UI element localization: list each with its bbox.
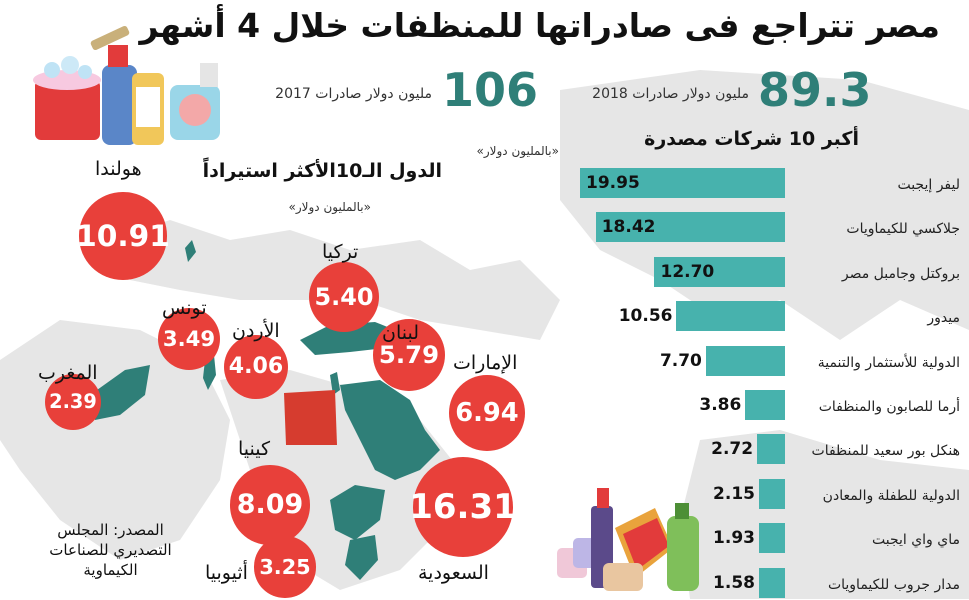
bar: [759, 567, 785, 598]
bar: [595, 212, 785, 243]
source-line-3: الكيماوية: [83, 561, 138, 579]
map-section-title: الدول الـ10الأكثر استيراداً: [202, 160, 442, 182]
bar-value-label: 18.42: [601, 217, 656, 238]
bar-category-label: ليفر إيجبت: [897, 177, 960, 193]
bar-value-label: 12.70: [660, 261, 715, 282]
country-bubble: 16.31: [409, 457, 517, 557]
kenya-shape: [345, 535, 378, 580]
country-label: تركيا: [322, 241, 359, 263]
bar-category-label: مدار جروب للكيماويات: [827, 576, 960, 593]
bar-category-label: هنكل بور سعيد للمنظفات: [811, 443, 960, 460]
country-label: السعودية: [418, 562, 489, 584]
bar-chart-unit: «بالمليون دولار»: [476, 144, 559, 158]
country-bubble: 2.39: [44, 373, 102, 431]
bar-category-label: الدولية للطفلة والمعادن: [822, 487, 960, 504]
country-label: كينيا: [238, 438, 271, 460]
egypt-shape: [284, 390, 337, 445]
bar-value-label: 1.93: [713, 528, 755, 549]
bar-category-label: الدولية للأستثمار والتنمية: [817, 354, 960, 371]
source-line-2: التصديري للصناعات: [49, 541, 172, 559]
bar-value-label: 19.95: [586, 173, 640, 193]
country-label: تونس: [162, 297, 207, 319]
bar-category-label: بروكتل وجامبل مصر: [841, 265, 960, 282]
exports-2017-value: 106: [442, 63, 539, 117]
country-label: أثيوبيا: [205, 562, 248, 584]
bar-value-label: 3.86: [699, 395, 742, 415]
bar-value-label: 2.72: [711, 439, 754, 460]
cleaning-products-illustration: [557, 488, 699, 591]
bar: [654, 256, 785, 287]
bar: [759, 523, 785, 554]
country-label: الأردن: [232, 320, 280, 342]
exports-2018-label: مليون دولار صادرات 2018: [592, 86, 749, 102]
bar: [676, 301, 785, 332]
country-label: هولندا: [95, 158, 142, 180]
exports-2017-label: مليون دولار صادرات 2017: [275, 86, 432, 102]
ethiopia-shape: [330, 485, 385, 540]
country-bubble: 6.94: [449, 375, 525, 451]
exports-2018-value: 89.3: [758, 63, 872, 117]
turkey-shape: [300, 322, 395, 355]
bar-category-label: ماي واي ايجبت: [871, 532, 960, 549]
bar-value-label: 10.56: [618, 306, 673, 327]
bar: [757, 434, 785, 465]
country-bubble: 8.09: [230, 465, 310, 545]
country-bubble: 3.49: [157, 307, 221, 371]
arabian-peninsula-shape: [340, 380, 440, 480]
morocco-shape: [90, 365, 150, 420]
netherlands-shape: [185, 240, 196, 262]
bar-value-label: 7.70: [659, 350, 702, 371]
bar-category-label: جلاكسي للكيماويات: [846, 221, 960, 238]
country-label: المغرب: [38, 362, 98, 384]
bar-category-label: أرما للصابون والمنظفات: [818, 399, 960, 415]
country-bubble: 3.25: [254, 536, 316, 598]
bar-chart-title: أكبر 10 شركات مصدرة: [644, 128, 859, 150]
map-section-unit: «بالمليون دولار»: [288, 200, 371, 214]
bar-value-label: 2.15: [713, 483, 755, 504]
lebanon-jordan-shape: [330, 372, 340, 395]
detergent-bottles-illustration: [33, 26, 220, 145]
country-bubble: 10.91: [76, 192, 170, 280]
bar: [745, 390, 785, 420]
bar: [759, 478, 785, 509]
country-label: لبنان: [382, 322, 419, 344]
country-label: الإمارات: [453, 352, 518, 374]
bar-category-label: ميدور: [927, 310, 960, 327]
bar: [705, 345, 785, 376]
source-line-1: المصدر: المجلس: [57, 521, 164, 539]
country-bubble: 5.79: [373, 319, 445, 391]
bar-value-label: 1.58: [713, 572, 755, 593]
country-bubble: 5.40: [308, 261, 380, 333]
page-title: مصر تتراجع فى صادراتها للمنظفات خلال 4 أ…: [139, 6, 940, 45]
country-bubble: 4.06: [223, 334, 289, 400]
bar: [580, 168, 785, 198]
source-note: المصدر: المجلس التصديري للصناعات الكيماو…: [48, 520, 173, 580]
